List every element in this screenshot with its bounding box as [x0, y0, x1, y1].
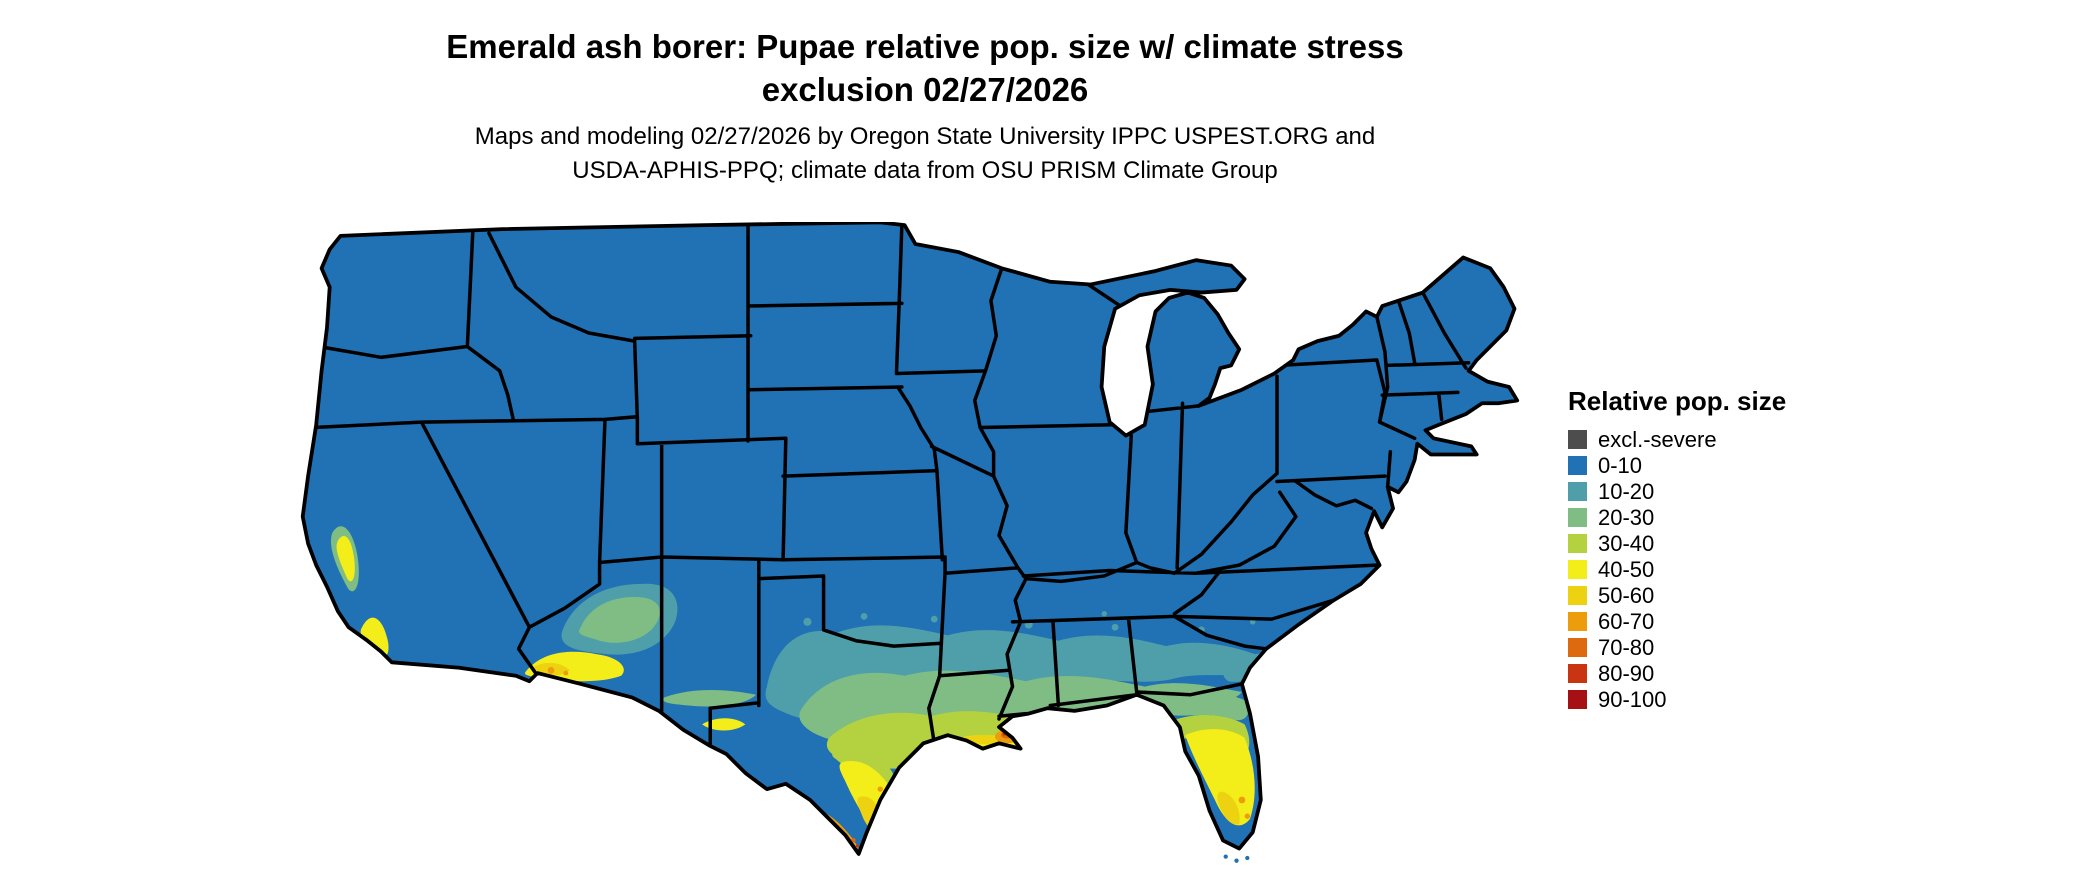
map-title-line2: exclusion 02/27/2026	[761, 70, 1089, 108]
map-subtitle-line1: Maps and modeling 02/27/2026 by Oregon S…	[474, 123, 1376, 150]
legend-label: 0-10	[1598, 453, 1643, 478]
legend-label: 50-60	[1598, 583, 1655, 608]
legend-swatch-30-40	[1568, 534, 1587, 553]
legend-label: 40-50	[1598, 557, 1655, 582]
pop-layer-30-40	[826, 711, 1250, 833]
map-subtitle-line2: USDA-APHIS-PPQ; climate data from OSU PR…	[572, 156, 1278, 184]
legend-swatch-0-10	[1568, 456, 1587, 475]
legend-item: 20-30	[1568, 505, 1948, 530]
legend-swatch-60-70	[1568, 612, 1587, 631]
legend-swatch-10-20	[1568, 482, 1587, 501]
legend-item: 40-50	[1568, 557, 1948, 582]
state-borders	[311, 223, 1471, 746]
florida-keys	[1223, 854, 1250, 863]
legend-item: excl.-severe	[1568, 427, 1948, 452]
map-container	[300, 222, 1528, 884]
legend-label: 90-100	[1598, 687, 1667, 712]
legend: Relative pop. size excl.-severe 0-10 10-…	[1568, 386, 1948, 716]
legend-item: 70-80	[1568, 635, 1948, 660]
legend-label: excl.-severe	[1598, 427, 1717, 452]
legend-swatch-70-80	[1568, 638, 1587, 657]
legend-item: 50-60	[1568, 583, 1948, 608]
legend-label: 20-30	[1598, 505, 1655, 530]
population-heat-layers	[330, 526, 1334, 849]
legend-swatch-20-30	[1568, 508, 1587, 527]
legend-swatch-50-60	[1568, 586, 1587, 605]
map-subtitle: Maps and modeling 02/27/2026 by Oregon S…	[250, 120, 1600, 187]
legend-swatch-40-50	[1568, 560, 1587, 579]
legend-label: 80-90	[1598, 661, 1655, 686]
map-title-line1: Emerald ash borer: Pupae relative pop. s…	[446, 28, 1404, 65]
legend-title: Relative pop. size	[1568, 386, 1787, 416]
legend-label: 30-40	[1598, 531, 1655, 556]
map-title: Emerald ash borer: Pupae relative pop. s…	[250, 26, 1600, 112]
legend-swatch-excl-severe	[1568, 430, 1587, 449]
legend-item: 10-20	[1568, 479, 1948, 504]
legend-item: 80-90	[1568, 661, 1948, 686]
state-border-lines	[311, 223, 1471, 746]
legend-swatch-80-90	[1568, 664, 1587, 683]
legend-label: 10-20	[1598, 479, 1655, 504]
legend-item: 0-10	[1568, 453, 1948, 478]
us-map	[300, 222, 1520, 863]
legend-label: 70-80	[1598, 635, 1655, 660]
legend-label: 60-70	[1598, 609, 1655, 634]
legend-item: 90-100	[1568, 687, 1948, 712]
legend-swatch-90-100	[1568, 690, 1587, 709]
legend-item: 60-70	[1568, 609, 1948, 634]
legend-item: 30-40	[1568, 531, 1948, 556]
